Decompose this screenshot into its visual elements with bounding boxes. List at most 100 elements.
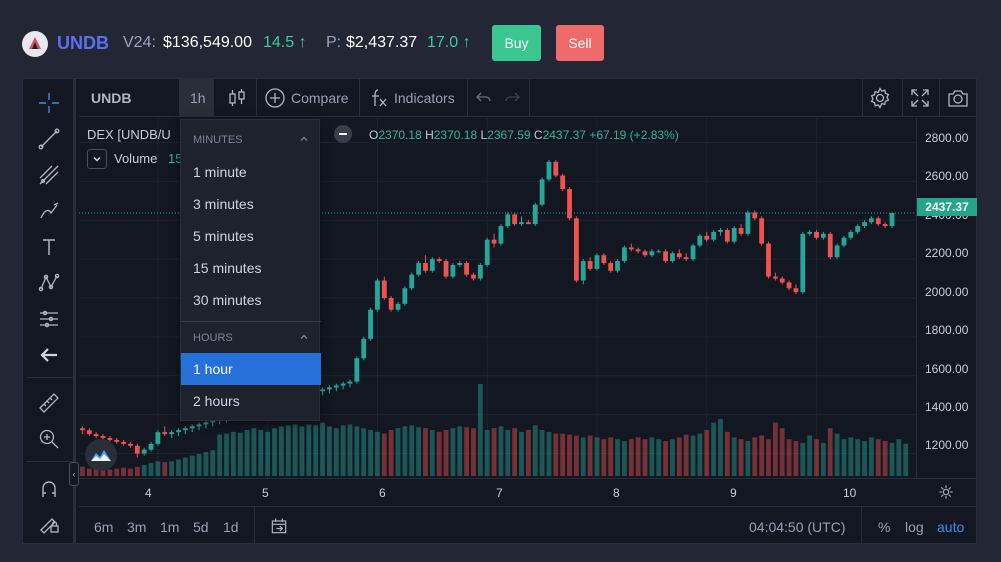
- time-scale[interactable]: 4 5 6 7 8 9 10: [79, 478, 976, 505]
- volume-collapse-chevron-icon[interactable]: [87, 149, 107, 169]
- candle-body: [114, 439, 120, 442]
- candle-body: [814, 231, 819, 238]
- interval-button[interactable]: 1h: [190, 90, 206, 106]
- auto-toggle[interactable]: auto: [937, 519, 965, 535]
- sell-button[interactable]: Sell: [556, 25, 604, 61]
- candle-body: [347, 381, 353, 384]
- volume-bar: [539, 430, 545, 476]
- candle-body: [567, 189, 572, 219]
- candle-body: [628, 247, 634, 250]
- magnet-icon[interactable]: [35, 475, 63, 503]
- ruler-icon[interactable]: [35, 389, 63, 417]
- volume-bar: [128, 468, 133, 476]
- range-5d[interactable]: 5d: [193, 519, 209, 535]
- camera-snapshot-icon[interactable]: [946, 86, 970, 110]
- volume-bar: [327, 426, 332, 476]
- interval-15-minutes[interactable]: 15 minutes: [193, 260, 262, 276]
- volume-bar: [484, 430, 490, 476]
- volume-bar: [347, 424, 353, 476]
- interval-2-hours[interactable]: 2 hours: [193, 393, 240, 409]
- percent-toggle[interactable]: %: [878, 519, 891, 535]
- volume-bar: [409, 425, 415, 476]
- range-1d[interactable]: 1d: [223, 519, 239, 535]
- v24-change: 14.5 ↑: [263, 34, 307, 51]
- range-3m[interactable]: 3m: [127, 519, 147, 535]
- candle-body: [155, 432, 161, 444]
- candle-body: [80, 428, 85, 431]
- back-arrow-icon[interactable]: [35, 341, 63, 369]
- pitchfork-icon[interactable]: [35, 161, 63, 189]
- candle-body: [402, 288, 408, 304]
- volume-bar: [841, 439, 847, 476]
- symbol-search[interactable]: UNDB: [91, 90, 132, 106]
- compare-plus-icon[interactable]: [263, 86, 287, 110]
- hide-legend-button[interactable]: [334, 125, 352, 143]
- time-label: 5: [262, 486, 269, 500]
- tradingview-logo-icon[interactable]: [85, 439, 117, 471]
- price-scale[interactable]: 2800.00 2600.00 2400.00 2200.00 2000.00 …: [916, 118, 977, 478]
- bottom-bar: 6m 3m 1m 5d 1d 04:04:50 (UTC) % log auto: [79, 506, 976, 544]
- volume-bar: [779, 428, 785, 476]
- candle-body: [608, 263, 614, 271]
- redo-icon[interactable]: [500, 86, 524, 110]
- time-label: 8: [613, 486, 620, 500]
- pattern-icon[interactable]: [35, 269, 63, 297]
- log-toggle[interactable]: log: [905, 519, 924, 535]
- interval-1-hour[interactable]: 1 hour: [181, 353, 321, 385]
- toolbar-divider: [179, 79, 180, 117]
- volume-bar: [457, 426, 463, 476]
- volume-bar: [718, 418, 723, 476]
- candle-body: [203, 422, 209, 425]
- volume-bar: [903, 443, 909, 476]
- candle-body: [121, 441, 126, 444]
- lock-drawings-icon[interactable]: [35, 509, 63, 537]
- volume-bar: [855, 439, 861, 476]
- compare-button[interactable]: Compare: [291, 90, 349, 106]
- volume-bar: [237, 432, 243, 476]
- hours-section-header[interactable]: HOURS: [181, 322, 321, 354]
- interval-30-minutes[interactable]: 30 minutes: [193, 292, 262, 308]
- prediction-icon[interactable]: [35, 305, 63, 333]
- toolbar-divider: [529, 79, 530, 117]
- indicators-fx-icon[interactable]: [367, 86, 391, 110]
- candle-body: [841, 237, 847, 246]
- candle-style-icon[interactable]: [225, 86, 249, 110]
- brush-icon[interactable]: [35, 197, 63, 225]
- scale-settings-icon[interactable]: [938, 484, 954, 500]
- range-1m[interactable]: 1m: [160, 519, 180, 535]
- collapse-toolbar-button[interactable]: ‹: [69, 462, 79, 486]
- minutes-section-header[interactable]: MINUTES: [181, 124, 321, 156]
- price-label: 1600.00: [925, 362, 969, 376]
- candle-body: [731, 228, 737, 242]
- toolbar-divider: [939, 79, 940, 117]
- interval-5-minutes[interactable]: 5 minutes: [193, 228, 254, 244]
- interval-button-bg: [180, 79, 214, 116]
- range-6m[interactable]: 6m: [94, 519, 114, 535]
- volume-bar: [553, 433, 559, 476]
- volume-bar: [436, 431, 442, 476]
- zoom-in-icon[interactable]: [35, 425, 63, 453]
- candle-body: [573, 218, 579, 281]
- settings-gear-icon[interactable]: [868, 86, 892, 110]
- undo-icon[interactable]: [472, 86, 496, 110]
- volume-bar: [615, 439, 620, 476]
- goto-date-icon[interactable]: [269, 516, 289, 536]
- volume-bar: [196, 453, 202, 476]
- buy-button[interactable]: Buy: [492, 25, 541, 61]
- price-label: 2800.00: [925, 131, 969, 145]
- candle-body: [724, 229, 730, 242]
- utc-clock[interactable]: 04:04:50 (UTC): [749, 519, 846, 535]
- fullscreen-icon[interactable]: [908, 86, 932, 110]
- volume-bar: [491, 428, 497, 476]
- crosshair-icon[interactable]: [35, 89, 63, 117]
- interval-1-minute[interactable]: 1 minute: [193, 164, 247, 180]
- text-tool-icon[interactable]: [35, 233, 63, 261]
- v24-label: V24:: [123, 34, 156, 51]
- indicators-button[interactable]: Indicators: [394, 90, 455, 106]
- volume-bar: [889, 442, 895, 476]
- interval-3-minutes[interactable]: 3 minutes: [193, 196, 254, 212]
- volume-bar: [505, 430, 511, 476]
- volume-bar: [368, 430, 373, 476]
- trend-line-icon[interactable]: [35, 125, 63, 153]
- toolbar-divider: [359, 79, 360, 117]
